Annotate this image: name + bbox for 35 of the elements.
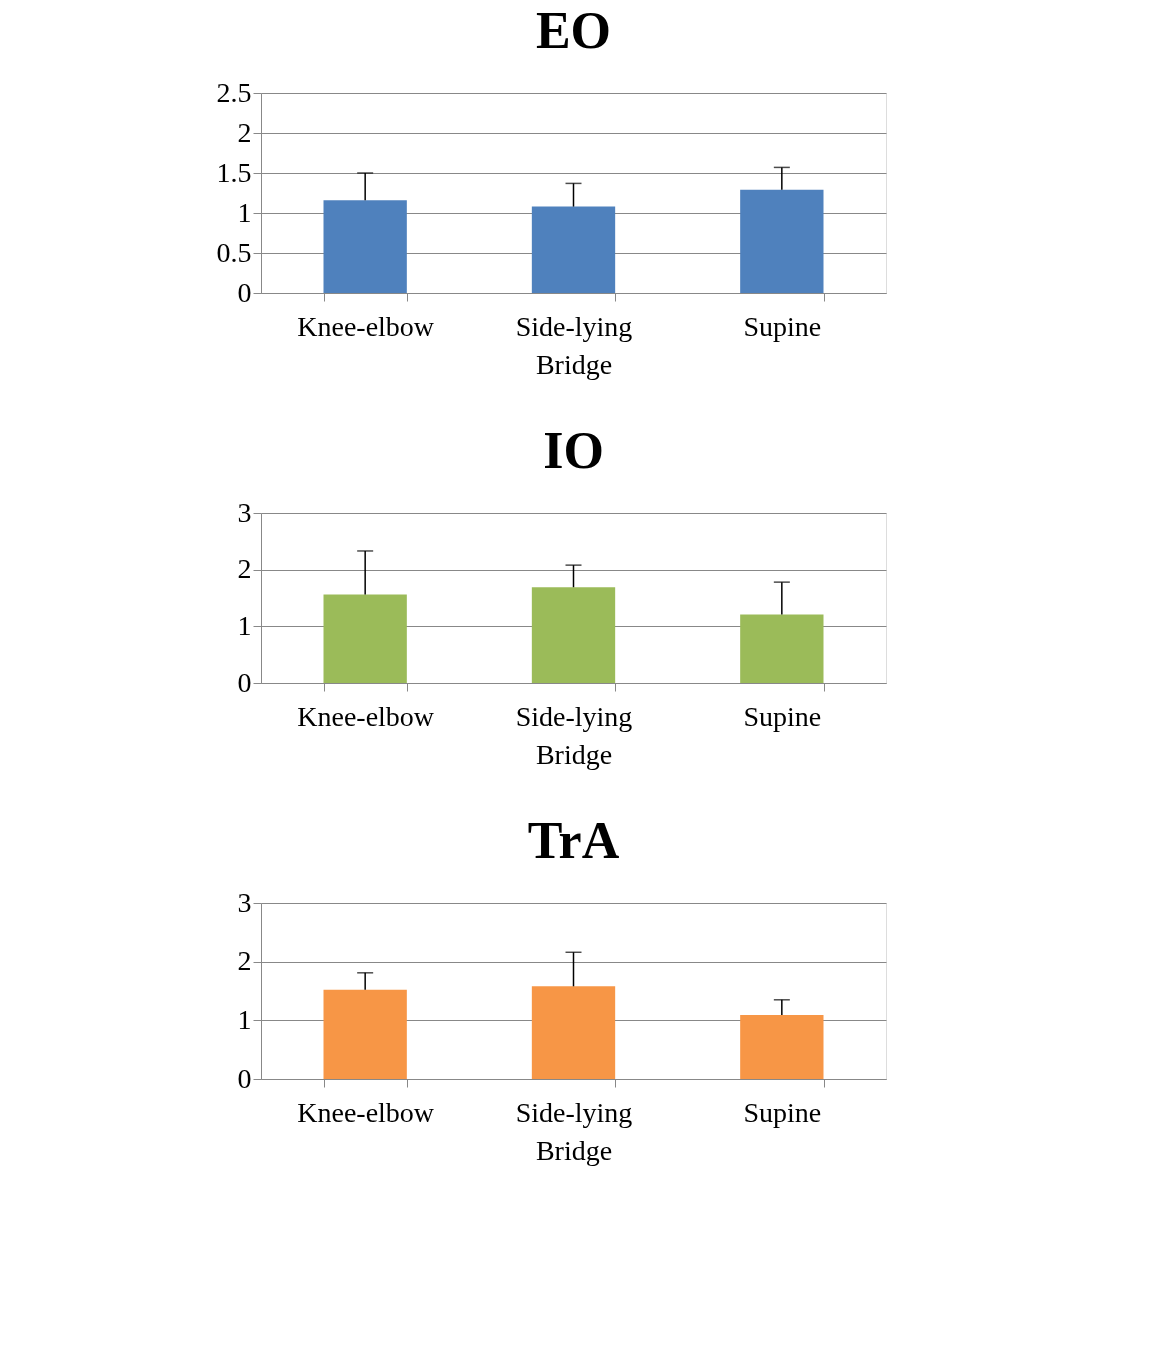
- y-tick-label: 2: [237, 116, 252, 148]
- bar: [323, 989, 407, 1079]
- chart-title: TrA: [527, 812, 620, 869]
- y-tick-label: 0: [237, 666, 252, 698]
- x-tick-label: Supine: [743, 700, 822, 732]
- chart-title: EO: [535, 2, 612, 59]
- bar: [740, 614, 824, 683]
- y-tick-label: 0.5: [216, 236, 252, 268]
- y-tick-label: 1.5: [216, 156, 252, 188]
- x-tick-label: Side-lying Bridge: [515, 700, 633, 770]
- x-tick-label: Knee-elbow: [297, 1096, 435, 1128]
- y-tick-label: 1: [237, 196, 252, 228]
- y-tick-label: 0: [237, 276, 252, 308]
- y-tick-label: 3: [237, 886, 252, 918]
- y-tick-label: 3: [237, 496, 252, 528]
- y-tick-label: 2.5: [216, 76, 252, 108]
- bar: [323, 594, 407, 683]
- x-tick-label: Knee-elbow: [297, 700, 435, 732]
- bar: [323, 200, 407, 293]
- chart-title: IO: [543, 422, 604, 479]
- bar: [740, 1015, 824, 1079]
- x-tick-label: Side-lying Bridge: [515, 310, 633, 380]
- bar: [531, 587, 616, 683]
- bar: [531, 206, 616, 293]
- x-tick-label: Knee-elbow: [297, 310, 435, 342]
- y-tick-label: 2: [237, 553, 252, 585]
- bar: [531, 986, 616, 1079]
- y-tick-label: 1: [237, 1003, 252, 1035]
- x-tick-label: Supine: [743, 310, 822, 342]
- y-tick-label: 0: [237, 1062, 252, 1094]
- x-tick-label: Supine: [743, 1096, 822, 1128]
- bar: [740, 189, 824, 293]
- y-tick-label: 1: [237, 609, 252, 641]
- y-tick-label: 2: [237, 945, 252, 977]
- x-tick-label: Side-lying Bridge: [515, 1096, 633, 1166]
